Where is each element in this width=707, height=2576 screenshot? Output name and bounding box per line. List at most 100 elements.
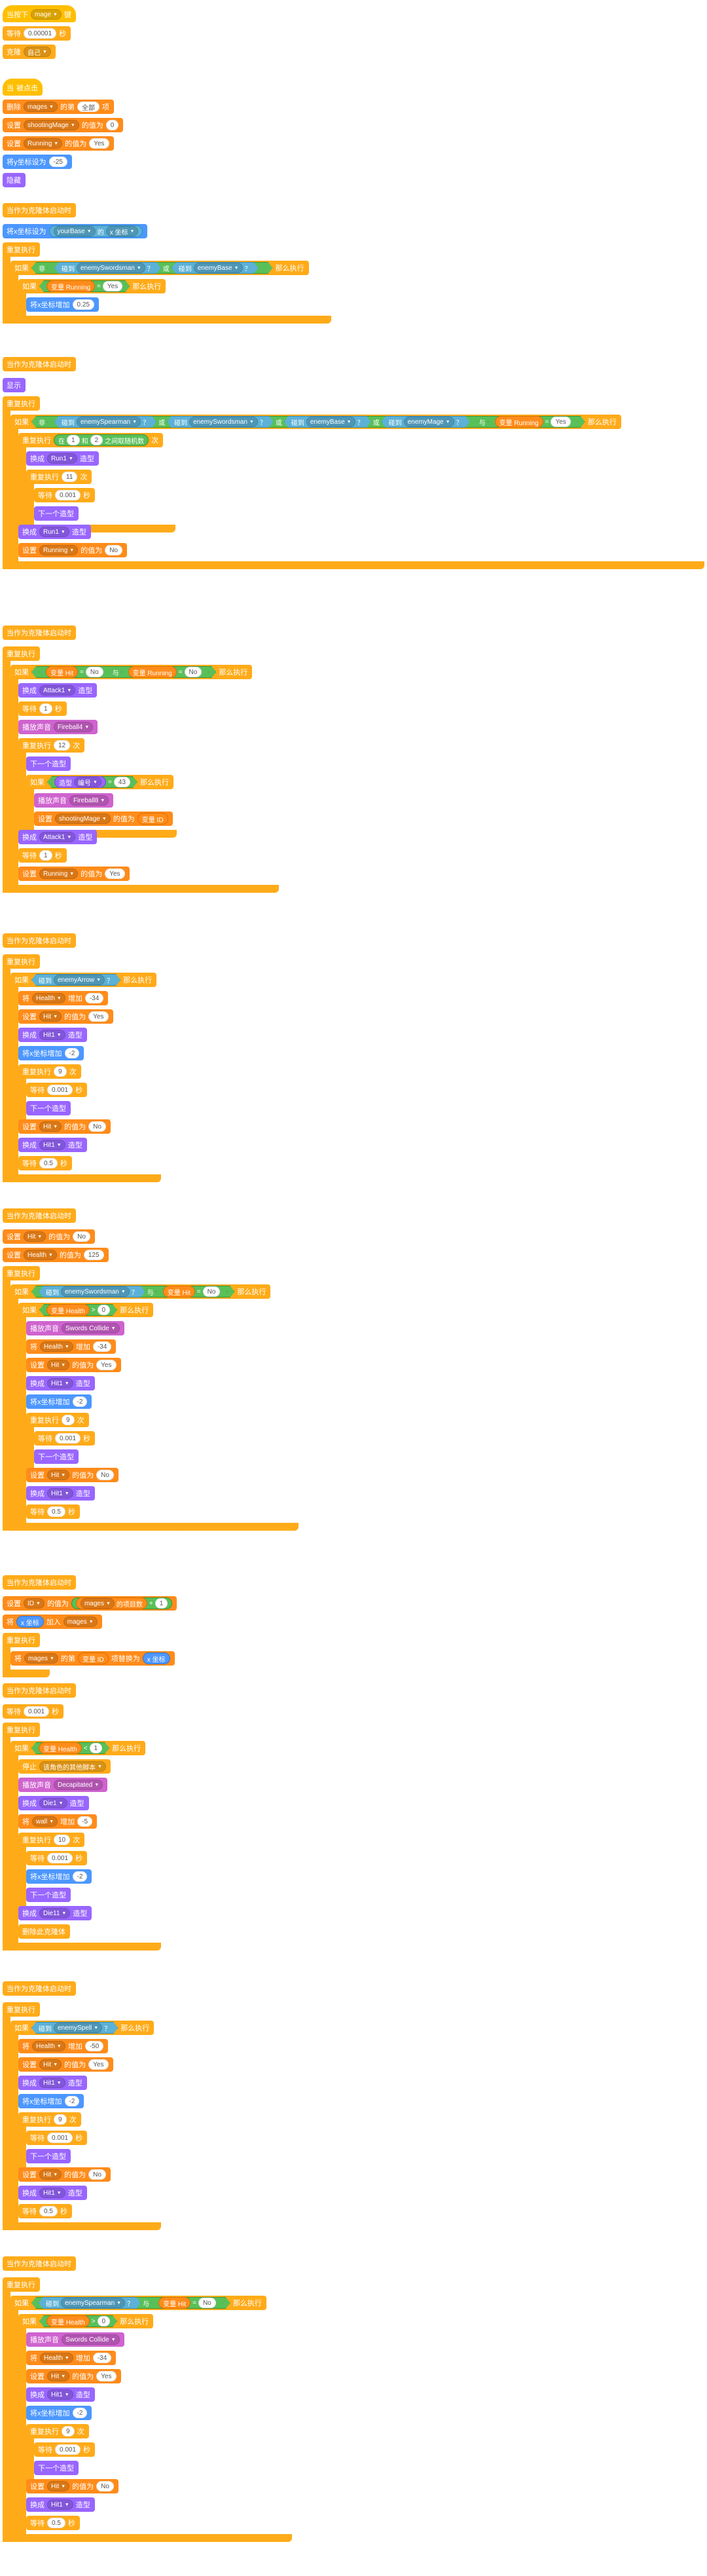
dropdown-menu[interactable]: enemySpell ▼ bbox=[54, 2023, 102, 2033]
value-input[interactable]: 0 bbox=[98, 2316, 111, 2326]
code-block[interactable]: 等待 0.5 秒 bbox=[18, 2204, 72, 2218]
reporter-block[interactable]: mages ▼ 的项目数 +1 bbox=[71, 1597, 173, 1609]
reporter-block[interactable]: 变量 Running bbox=[46, 280, 95, 292]
value-input[interactable]: 43 bbox=[114, 777, 130, 787]
boolean-block[interactable]: 碰到 enemySpearman ▼？或碰到 enemySwordsman ▼？或碰到 e… bbox=[47, 416, 477, 428]
code-block[interactable]: 设置 Hit ▼ 的值为 Yes bbox=[26, 1358, 121, 1372]
dropdown-menu[interactable]: Attack1 ▼ bbox=[39, 685, 76, 696]
dropdown-menu[interactable]: enemySwordsman ▼ bbox=[61, 1286, 130, 1297]
code-block[interactable]: 将x坐标增加 -2 bbox=[26, 1869, 92, 1884]
dropdown-menu[interactable]: Hit ▼ bbox=[39, 2169, 62, 2180]
value-input[interactable]: No bbox=[88, 1121, 106, 1132]
dropdown-menu[interactable]: Health ▼ bbox=[40, 2353, 73, 2363]
dropdown-menu[interactable]: ID ▼ bbox=[24, 1598, 45, 1609]
boolean-block[interactable]: 变量 Hit = No bbox=[151, 2297, 223, 2309]
code-block[interactable]: 下一个造型 bbox=[34, 1449, 79, 1464]
value-input[interactable]: -25 bbox=[48, 157, 67, 167]
value-input[interactable]: -50 bbox=[84, 2041, 104, 2051]
code-block[interactable]: 将 wall ▼ 增加 -5 bbox=[18, 1814, 98, 1829]
value-input[interactable]: -2 bbox=[64, 1048, 80, 1058]
code-block[interactable]: 将x坐标设为 yourBase ▼ 的 x 坐标 ▼ bbox=[3, 224, 148, 238]
dropdown-menu[interactable]: Decapitated ▼ bbox=[54, 1780, 103, 1790]
dropdown-menu[interactable]: Hit ▼ bbox=[47, 1360, 70, 1370]
dropdown-menu[interactable]: Hit1 ▼ bbox=[39, 1140, 65, 1150]
code-block[interactable]: 删除此克隆体 bbox=[18, 1924, 70, 1939]
boolean-block[interactable]: 碰到 enemySpell ▼？ bbox=[31, 2022, 118, 2034]
dropdown-menu[interactable]: Die1 ▼ bbox=[39, 1798, 67, 1808]
code-block[interactable]: 如果 碰到 enemySpearman ▼？与变量 Hit = No 那么执行 bbox=[10, 2296, 266, 2310]
boolean-block[interactable]: 碰到 enemySpearman ▼？ bbox=[54, 416, 156, 428]
value-input[interactable]: 0.001 bbox=[47, 1853, 73, 1863]
boolean-block[interactable]: 变量 Health >0 bbox=[39, 1304, 117, 1316]
code-block[interactable]: 克隆 自己 ▼ bbox=[3, 45, 56, 59]
value-input[interactable]: Yes bbox=[105, 868, 125, 879]
value-input[interactable]: 全部 bbox=[77, 102, 100, 112]
value-input[interactable]: 0.001 bbox=[55, 490, 81, 500]
code-block[interactable]: 设置 Hit ▼ 的值为 No bbox=[26, 1468, 118, 1482]
boolean-block[interactable]: 碰到 enemySwordsman ▼？ bbox=[39, 1286, 145, 1297]
boolean-block[interactable]: 碰到 enemyMage ▼？ bbox=[382, 416, 470, 428]
code-block[interactable]: 重复执行 bbox=[3, 1723, 40, 1737]
boolean-block[interactable]: 变量 Running = Yes bbox=[39, 280, 130, 292]
value-input[interactable]: 0.001 bbox=[55, 2444, 81, 2455]
dropdown-menu[interactable]: Running ▼ bbox=[24, 138, 63, 149]
dropdown-menu[interactable]: Die11 ▼ bbox=[39, 1908, 71, 1918]
code-block[interactable]: 如果 变量 Health >0 那么执行 bbox=[18, 2314, 154, 2328]
value-input[interactable]: 9 bbox=[62, 2426, 75, 2436]
dropdown-menu[interactable]: 自己 ▼ bbox=[24, 47, 51, 57]
boolean-block[interactable]: 变量 Hit = No bbox=[156, 1286, 228, 1297]
value-input[interactable]: 9 bbox=[62, 1415, 75, 1425]
dropdown-menu[interactable]: enemyMage ▼ bbox=[404, 417, 454, 427]
value-input[interactable]: Yes bbox=[88, 2059, 109, 2070]
code-block[interactable]: 将 Health ▼ 增加 -34 bbox=[26, 2351, 117, 2365]
dropdown-menu[interactable]: Run1 ▼ bbox=[39, 527, 69, 537]
code-block[interactable]: 重复执行 bbox=[3, 1633, 40, 1647]
dropdown-menu[interactable]: 编号 ▼ bbox=[74, 777, 101, 787]
code-block[interactable]: 将x坐标增加 0.25 bbox=[26, 297, 99, 312]
reporter-block[interactable]: 造型 编号 ▼ bbox=[54, 776, 106, 788]
boolean-block[interactable]: 碰到 enemySwordsman ▼？与变量 Hit = No bbox=[31, 1286, 234, 1297]
value-input[interactable]: Yes bbox=[96, 2371, 117, 2381]
code-block[interactable]: 等待 0.001 秒 bbox=[26, 1851, 88, 1865]
hat-block[interactable]: 当按下 mage ▼ 键 bbox=[3, 5, 76, 22]
dropdown-menu[interactable]: enemySpearman ▼ bbox=[61, 2298, 125, 2308]
code-block[interactable]: 换成 Hit1 ▼ 造型 bbox=[18, 2076, 87, 2090]
reporter-block[interactable]: x 坐标 bbox=[142, 1652, 170, 1664]
value-input[interactable]: 9 bbox=[54, 2114, 67, 2125]
dropdown-menu[interactable]: enemySwordsman ▼ bbox=[189, 417, 258, 427]
code-block[interactable]: 换成 Die11 ▼ 造型 bbox=[18, 1906, 92, 1920]
code-block[interactable]: 设置 shootingMage ▼ 的值为 变量 ID bbox=[34, 812, 173, 826]
code-block[interactable]: 换成 Run1 ▼ 造型 bbox=[18, 525, 91, 539]
code-block[interactable]: 删除 mages ▼ 的第 全部项 bbox=[3, 100, 114, 114]
code-block[interactable]: 换成 Hit1 ▼ 造型 bbox=[18, 2186, 87, 2200]
dropdown-menu[interactable]: shootingMage ▼ bbox=[24, 120, 79, 130]
dropdown-menu[interactable]: wall ▼ bbox=[32, 1816, 58, 1827]
dropdown-menu[interactable]: Hit ▼ bbox=[39, 1011, 62, 1022]
boolean-block[interactable]: 变量 Running = Yes bbox=[488, 416, 578, 428]
code-block[interactable]: 下一个造型 bbox=[34, 506, 79, 521]
code-block[interactable]: 重复执行 bbox=[3, 396, 40, 411]
dropdown-menu[interactable]: Hit ▼ bbox=[47, 1470, 70, 1480]
dropdown-menu[interactable]: Hit ▼ bbox=[47, 2481, 70, 2492]
code-block[interactable]: 如果非碰到 enemySpearman ▼？或碰到 enemySwordsman ▼？或… bbox=[10, 415, 621, 429]
dropdown-menu[interactable]: Swords Collide ▼ bbox=[62, 1323, 120, 1334]
dropdown-menu[interactable]: Health ▼ bbox=[40, 1341, 73, 1352]
code-block[interactable]: 重复执行 bbox=[3, 242, 40, 257]
value-input[interactable]: 1 bbox=[39, 850, 52, 861]
code-block[interactable]: 如果非碰到 enemySwordsman ▼？或碰到 enemyBase ▼？那么执行 bbox=[10, 261, 309, 275]
value-input[interactable]: 0.00001 bbox=[24, 28, 57, 39]
code-block[interactable]: 换成 Attack1 ▼ 造型 bbox=[18, 830, 98, 844]
reporter-block[interactable]: 变量 ID bbox=[137, 813, 168, 825]
value-input[interactable]: -34 bbox=[92, 1341, 112, 1352]
dropdown-menu[interactable]: yourBase ▼ bbox=[53, 226, 96, 236]
value-input[interactable]: Yes bbox=[88, 1011, 109, 1022]
code-block[interactable]: 将 Health ▼ 增加 -34 bbox=[26, 1339, 117, 1354]
value-input[interactable]: 1 bbox=[154, 1598, 168, 1609]
dropdown-menu[interactable]: enemyArrow ▼ bbox=[54, 975, 105, 985]
code-block[interactable]: 下一个造型 bbox=[34, 2461, 79, 2475]
dropdown-menu[interactable]: Hit1 ▼ bbox=[47, 2499, 73, 2510]
reporter-block[interactable]: 在 1 和 2 之间取随机数 bbox=[54, 434, 149, 446]
code-block[interactable]: 等待 0.001 秒 bbox=[26, 1083, 88, 1097]
reporter-block[interactable]: 变量 ID bbox=[77, 1652, 109, 1664]
code-block[interactable]: 设置 Hit ▼ 的值为 Yes bbox=[18, 1009, 113, 1024]
